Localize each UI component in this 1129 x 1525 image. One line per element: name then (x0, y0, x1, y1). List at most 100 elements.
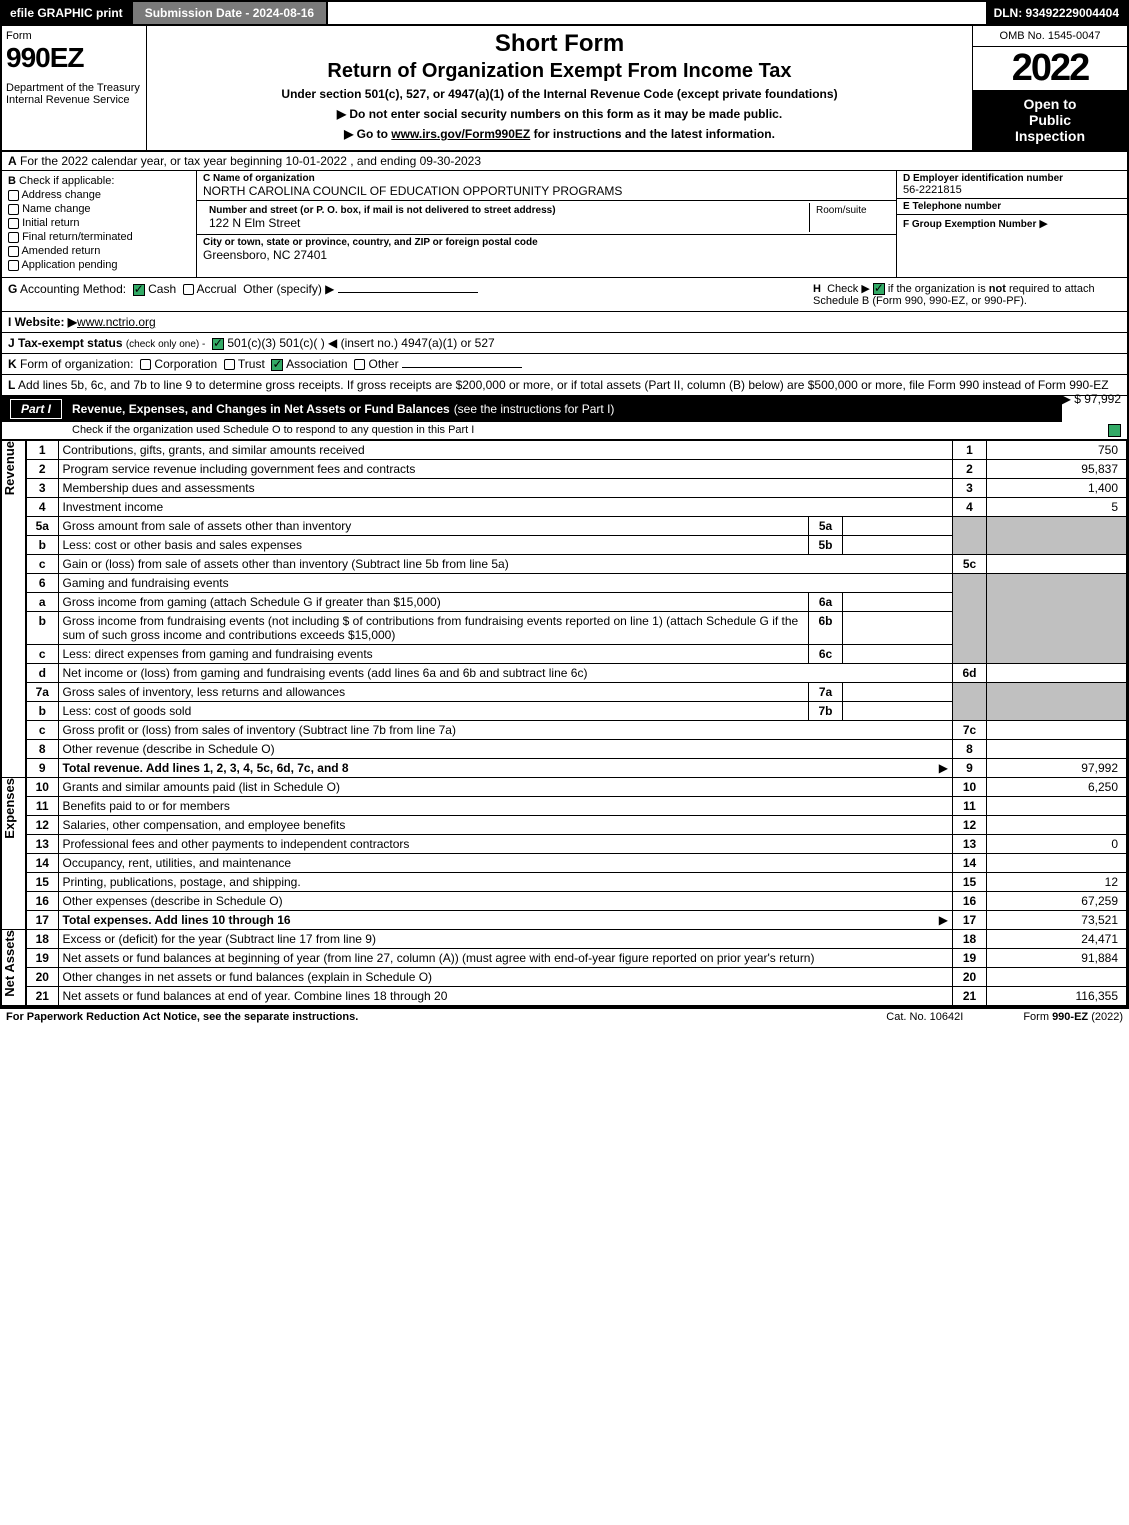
chk-amended-return[interactable]: Amended return (8, 245, 190, 257)
col-b-title: Check if applicable: (19, 175, 114, 187)
line-4-value: 5 (987, 498, 1127, 517)
addr-label: Number and street (or P. O. box, if mail… (209, 205, 803, 216)
subtitle: Under section 501(c), 527, or 4947(a)(1)… (155, 87, 964, 101)
city-state-zip: Greensboro, NC 27401 (203, 248, 890, 262)
k-text: Form of organization: (20, 357, 133, 371)
footer-right: Form 990-EZ (2022) (1023, 1011, 1123, 1023)
line-13-value: 0 (987, 835, 1127, 854)
table-row: 9Total revenue. Add lines 1, 2, 3, 4, 5c… (2, 759, 1127, 778)
line-16-value: 67,259 (987, 892, 1127, 911)
table-row: 20Other changes in net assets or fund ba… (2, 968, 1127, 987)
label-h: H (813, 283, 821, 295)
chk-application-pending[interactable]: Application pending (8, 259, 190, 271)
line-20-value (987, 968, 1127, 987)
line-14-value (987, 854, 1127, 873)
chk-trust[interactable] (224, 359, 235, 370)
other-label: Other (specify) ▶ (243, 282, 334, 296)
header-mid: Short Form Return of Organization Exempt… (147, 26, 972, 150)
city-label: City or town, state or province, country… (203, 237, 890, 248)
line-6b-value (843, 612, 953, 645)
table-row: Net Assets 18Excess or (deficit) for the… (2, 930, 1127, 949)
footer-left: For Paperwork Reduction Act Notice, see … (6, 1011, 358, 1023)
instr2-pre: ▶ Go to (344, 127, 391, 141)
open-public-box: Open to Public Inspection (973, 90, 1127, 150)
open-line1: Open to (977, 96, 1123, 112)
chk-schedule-b[interactable] (873, 283, 885, 295)
line-21-value: 116,355 (987, 987, 1127, 1006)
line-6d-value (987, 664, 1127, 683)
revenue-table: Revenue 1 Contributions, gifts, grants, … (2, 440, 1127, 1006)
table-row: Revenue 1 Contributions, gifts, grants, … (2, 441, 1127, 460)
other-org-line[interactable] (402, 367, 522, 368)
open-line2: Public (977, 112, 1123, 128)
label-l: L (8, 378, 15, 392)
chk-initial-return[interactable]: Initial return (8, 217, 190, 229)
open-line3: Inspection (977, 128, 1123, 144)
row-gh: G Accounting Method: Cash Accrual Other … (2, 278, 1127, 312)
label-i: I Website: ▶ (8, 315, 77, 329)
line-6a-value (843, 593, 953, 612)
header-left: Form 990EZ Department of the Treasury In… (2, 26, 147, 150)
label-g: G (8, 282, 17, 296)
table-row: dNet income or (loss) from gaming and fu… (2, 664, 1127, 683)
j-sm: (check only one) - (126, 339, 205, 350)
efile-button[interactable]: efile GRAPHIC print (2, 2, 133, 24)
return-title: Return of Organization Exempt From Incom… (155, 60, 964, 83)
table-row: 4Investment income45 (2, 498, 1127, 517)
section-bcd: B Check if applicable: Address change Na… (2, 171, 1127, 278)
chk-cash[interactable] (133, 284, 145, 296)
row-l: L Add lines 5b, 6c, and 7b to line 9 to … (2, 375, 1127, 396)
h-text1: Check ▶ (827, 283, 870, 295)
table-row: 15Printing, publications, postage, and s… (2, 873, 1127, 892)
label-a: A (8, 154, 17, 168)
part-i-label: Part I (10, 399, 62, 419)
line-3-value: 1,400 (987, 479, 1127, 498)
chk-association[interactable] (271, 359, 283, 371)
line-8-value (987, 740, 1127, 759)
chk-corporation[interactable] (140, 359, 151, 370)
chk-name-change[interactable]: Name change (8, 203, 190, 215)
line-11-value (987, 797, 1127, 816)
form-number: 990EZ (6, 42, 142, 74)
chk-address-change[interactable]: Address change (8, 189, 190, 201)
line-17-value: 73,521 (987, 911, 1127, 930)
label-j: J Tax-exempt status (8, 336, 123, 350)
chk-other-org[interactable] (354, 359, 365, 370)
ein-label: D Employer identification number (903, 173, 1121, 184)
short-form-title: Short Form (155, 30, 964, 58)
other-specify-line[interactable] (338, 292, 478, 293)
line-10-value: 6,250 (987, 778, 1127, 797)
chk-501c3[interactable] (212, 338, 224, 350)
chk-accrual[interactable] (183, 284, 194, 295)
accounting-method-label: Accounting Method: (20, 282, 126, 296)
table-row: 16Other expenses (describe in Schedule O… (2, 892, 1127, 911)
table-row: 13Professional fees and other payments t… (2, 835, 1127, 854)
part-i-header: Part I Revenue, Expenses, and Changes in… (2, 396, 1062, 422)
table-row: 19Net assets or fund balances at beginni… (2, 949, 1127, 968)
dln: DLN: 93492229004404 (986, 2, 1127, 24)
line-7b-value (843, 702, 953, 721)
row-i: I Website: ▶www.nctrio.org (2, 312, 1127, 333)
table-row: 12Salaries, other compensation, and empl… (2, 816, 1127, 835)
row-j: J Tax-exempt status (check only one) - 5… (2, 333, 1127, 354)
line-5c-value (987, 555, 1127, 574)
table-row: Expenses 10Grants and similar amounts pa… (2, 778, 1127, 797)
part-i-title2: (see the instructions for Part I) (454, 402, 615, 416)
website-link[interactable]: www.nctrio.org (77, 315, 156, 329)
chk-schedule-o[interactable] (1108, 424, 1121, 437)
header: Form 990EZ Department of the Treasury In… (2, 26, 1127, 152)
table-row: 6Gaming and fundraising events (2, 574, 1127, 593)
line-6c-value (843, 645, 953, 664)
accrual-label: Accrual (196, 282, 236, 296)
line-5b-value (843, 536, 953, 555)
chk-final-return[interactable]: Final return/terminated (8, 231, 190, 243)
irs-link[interactable]: www.irs.gov/Form990EZ (391, 127, 530, 141)
col-b: B Check if applicable: Address change Na… (2, 171, 197, 277)
netassets-side-label: Net Assets (2, 930, 17, 997)
instruction-1: ▶ Do not enter social security numbers o… (155, 107, 964, 121)
table-row: cGross profit or (loss) from sales of in… (2, 721, 1127, 740)
revenue-side-label: Revenue (2, 441, 17, 495)
label-k: K (8, 357, 17, 371)
h-text2: if the organization is (888, 283, 989, 295)
j-opts: 501(c)(3) 501(c)( ) ◀ (insert no.) 4947(… (227, 336, 494, 350)
